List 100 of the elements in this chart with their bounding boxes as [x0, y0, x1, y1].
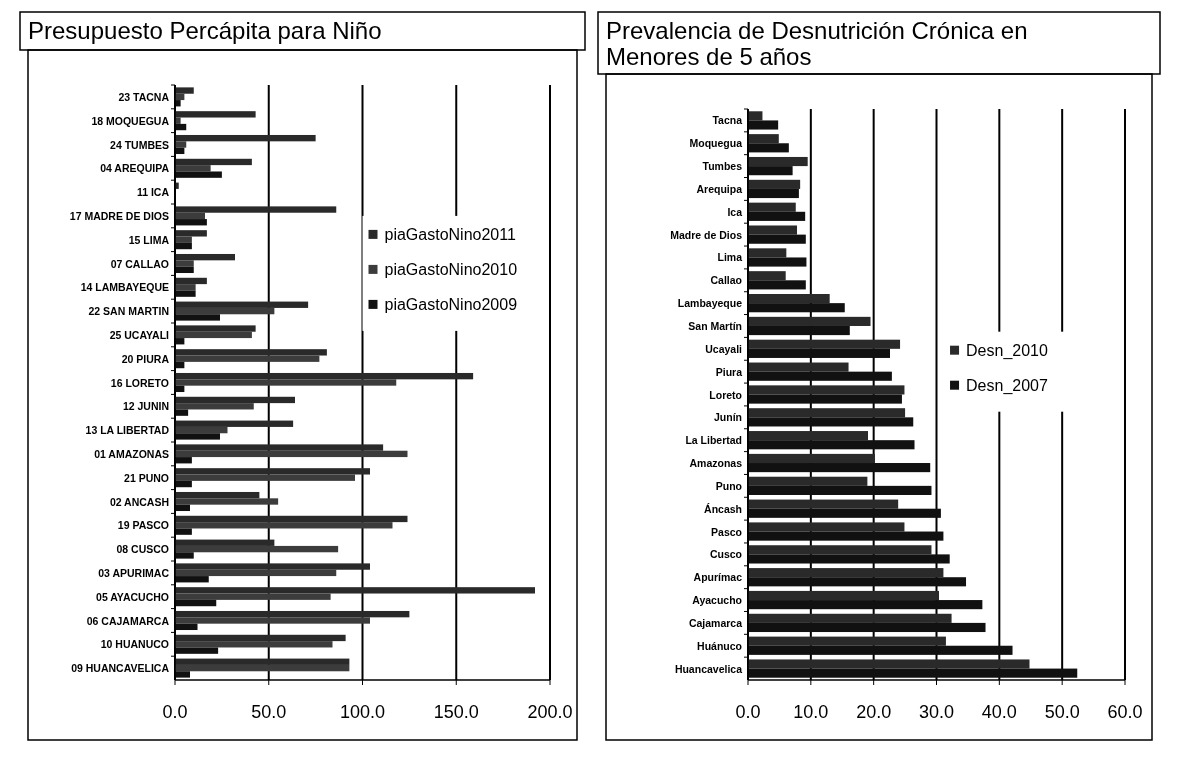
y-tick-label: 18 MOQUEGUA [91, 114, 170, 127]
bar [175, 331, 252, 339]
bar [175, 634, 346, 642]
x-tick-label: 150.0 [433, 702, 479, 722]
y-tick-label: 03 APURIMAC [98, 566, 170, 579]
chart-title: Presupuesto Percápita para Niño [28, 17, 382, 44]
bar [175, 277, 207, 285]
y-tick-label: Pasco [711, 525, 742, 538]
bar [175, 230, 207, 237]
bar [748, 179, 801, 189]
bar [175, 253, 235, 261]
bar [748, 600, 983, 610]
y-tick-label: Cusco [709, 548, 742, 561]
bar [748, 577, 967, 587]
y-tick-label: Callao [710, 274, 742, 287]
y-tick-label: 15 LIMA [128, 233, 170, 246]
bar [748, 257, 807, 267]
x-tick-label: 20.0 [856, 702, 892, 722]
y-tick-label: San Martín [688, 319, 742, 332]
bar [748, 554, 950, 564]
bar [175, 433, 220, 440]
y-tick-label: 07 CALLAO [110, 257, 169, 270]
y-tick-label: 24 TUMBES [110, 138, 169, 151]
bar [748, 134, 779, 144]
bar [175, 171, 222, 178]
bar [175, 563, 370, 570]
y-tick-label: Apurímac [693, 571, 743, 584]
bar [175, 444, 384, 451]
bar [748, 545, 932, 555]
bar [748, 417, 914, 427]
y-tick-label: 22 SAN MARTIN [88, 305, 169, 318]
bar [175, 610, 410, 618]
bar [748, 156, 808, 167]
bar [748, 440, 915, 450]
bar [748, 188, 799, 199]
bar [175, 212, 205, 220]
y-tick-label: Huánuco [697, 639, 742, 652]
y-tick-label: Áncash [704, 502, 742, 515]
legend-label: piaGastoNino2010 [384, 260, 518, 278]
bar [175, 647, 219, 654]
bar [175, 372, 474, 380]
y-tick-label: Lima [717, 251, 743, 264]
bar [748, 531, 944, 541]
bar [748, 348, 890, 358]
bar [175, 593, 331, 600]
y-tick-label: Lambayeque [677, 297, 743, 310]
y-tick-label: 13 LA LIBERTAD [85, 424, 170, 437]
y-tick-label: 04 AREQUIPA [100, 162, 170, 175]
x-tick-label: 0.0 [735, 702, 761, 722]
y-tick-label: 09 HUANCAVELICA [71, 662, 170, 675]
x-tick-label: 10.0 [793, 702, 829, 722]
bar [175, 314, 220, 321]
bar [175, 158, 252, 166]
bar [175, 242, 192, 250]
bar [175, 468, 370, 475]
bar [175, 87, 194, 94]
bar [175, 457, 192, 464]
bar [175, 641, 333, 648]
bar [175, 290, 196, 297]
y-tick-label: 17 MADRE DE DIOS [69, 209, 169, 222]
bar [175, 236, 192, 243]
y-tick-label: Amazonas [689, 457, 743, 470]
bar [175, 284, 196, 291]
y-tick-label: Ica [727, 205, 743, 218]
bar [748, 316, 871, 326]
bar [748, 485, 932, 495]
bar [175, 623, 198, 631]
bar [175, 480, 192, 488]
bar [748, 522, 905, 532]
y-tick-label: 14 LAMBAYEQUE [80, 281, 169, 294]
bar [748, 339, 901, 349]
y-tick-label: Junín [714, 411, 742, 424]
bar [748, 271, 786, 281]
bar [748, 408, 906, 418]
chart-title: Prevalencia de Desnutrición Crónica en Menores de 5 años [606, 17, 1028, 70]
bar [748, 508, 941, 518]
bar [175, 498, 279, 505]
bar [175, 325, 256, 332]
y-tick-label: 08 CUSCO [116, 543, 169, 556]
bar [748, 166, 793, 176]
bar [748, 202, 796, 212]
bar [748, 225, 798, 235]
bar [175, 528, 192, 535]
y-tick-label: 21 PUNO [124, 471, 169, 484]
y-tick-label: Tumbes [702, 160, 743, 173]
bar [175, 409, 189, 416]
y-tick-label: Moquegua [689, 137, 743, 150]
y-tick-label: Cajamarca [688, 616, 743, 629]
y-tick-label: 02 ANCASH [109, 495, 169, 508]
y-tick-label: 20 PIURA [121, 352, 170, 365]
y-tick-label: 12 JUNIN [122, 400, 169, 413]
bar [175, 474, 355, 481]
bar [748, 234, 806, 244]
bar [748, 645, 1013, 655]
y-tick-label: 23 TACNA [118, 90, 170, 103]
bar [175, 664, 350, 672]
bar [175, 141, 187, 148]
bar [748, 613, 952, 623]
bar [175, 599, 217, 607]
bar [175, 491, 260, 499]
